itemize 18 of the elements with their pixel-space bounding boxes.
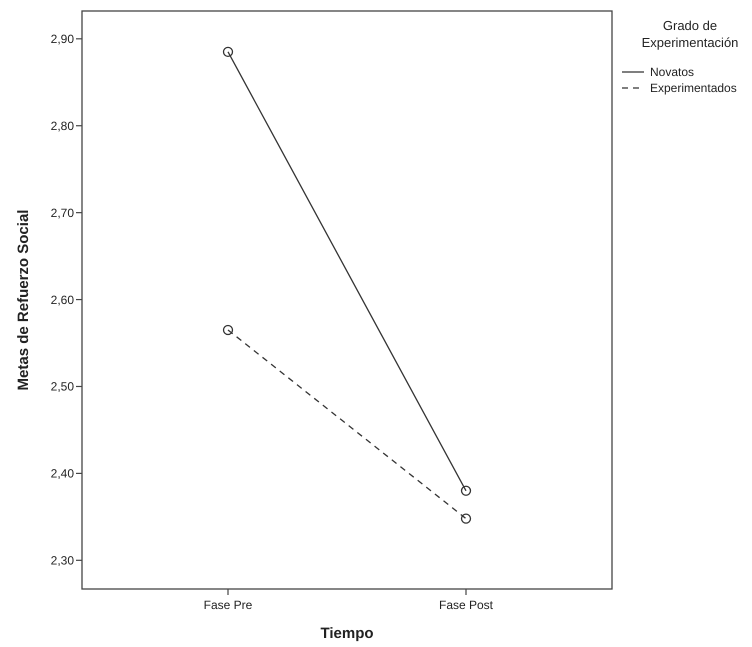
point [460,513,472,524]
x-tick-label: Fase Pre [204,598,253,612]
legend-title: Grado de Experimentación [642,18,738,50]
point [222,46,234,57]
y-tick-label: 2,60 [50,292,74,307]
y-tick-label: 2,50 [50,380,74,394]
x-axis-title: Tiempo [320,625,374,642]
y-tick-label: 2,90 [50,32,74,46]
y-axis-title: Metas de Refuerzo Social [15,210,32,390]
y-tick-label: 2,30 [50,554,74,568]
point [222,324,234,336]
x-tick-label: Fase Post [438,598,494,612]
legend-label: Novatos [650,65,694,80]
y-tick-label: 2,70 [50,206,74,220]
legend-label: Experimentados [650,81,737,96]
point [460,486,472,496]
y-tick-label: 2,40 [50,466,74,481]
y-tick-label: 2,80 [50,118,74,133]
